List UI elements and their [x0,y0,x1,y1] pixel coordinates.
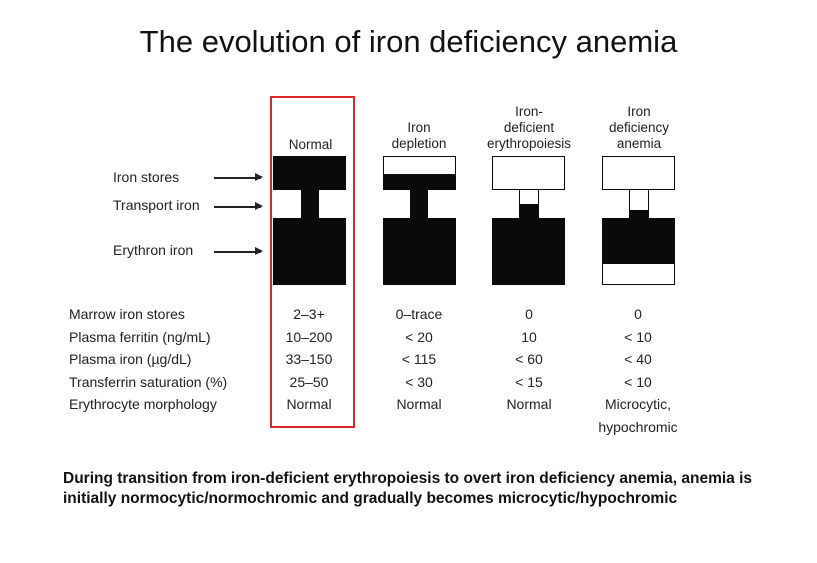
table-cell: Microcytic, [604,396,672,412]
table-row-label: Erythrocyte morphology [69,396,217,412]
table-cell: < 10 [624,329,652,345]
table-row-label: Transferrin saturation (%) [69,374,228,390]
table-cell: Normal [506,396,552,412]
depletion-erythron-block [383,218,456,285]
table-row-label: Plasma iron (µg/dL) [69,351,192,367]
erythron-iron-arrow [214,248,263,254]
table-cell: 0 [634,306,642,322]
transport-iron-label: Transport iron [113,197,200,213]
normal-stores-block [273,156,346,190]
ide-stores-empty [492,156,565,190]
table-cell: < 30 [405,374,433,390]
normal-erythron-block [273,218,346,285]
table-cell: 0–trace [395,306,443,322]
table-cell: < 15 [515,374,543,390]
table-cell: < 10 [624,374,652,390]
table-cell-continuation: hypochromic [598,419,678,435]
table-cell: 33–150 [285,351,333,367]
table-row-label: Plasma ferritin (ng/mL) [69,329,211,345]
normal-transport-block [301,189,319,219]
table-cell: Normal [396,396,442,412]
table-cell: < 60 [515,351,543,367]
stage-header-iron-deficiency-anemia: Iron deficiency anemia [608,104,670,151]
ide-transport-fill [519,204,539,219]
table-cell: 0 [525,306,533,322]
caption-text: During transition from iron-deficient er… [63,470,753,507]
transport-iron-arrow [214,203,263,209]
table-cell: 10 [521,329,537,345]
depletion-stores-fill [383,174,456,190]
iron-stores-arrow [214,174,263,180]
table-cell: 2–3+ [293,306,325,322]
table-cell: 10–200 [285,329,333,345]
table-cell: < 20 [405,329,433,345]
page-title: The evolution of iron deficiency anemia [139,24,678,59]
table-cell: Normal [286,396,332,412]
table-cell: 25–50 [289,374,329,390]
normal-column-highlight [270,96,355,428]
stage-header-normal: Normal [288,137,333,152]
table-row-label: Marrow iron stores [69,306,185,322]
ida-erythron-fill [602,218,675,264]
ida-stores-empty [602,156,675,190]
ide-erythron-block [492,218,565,285]
iron-stores-label: Iron stores [113,169,180,185]
stage-header-iron-deficient-erythropoiesis: Iron- deficient erythropoiesis [486,104,572,151]
erythron-iron-label: Erythron iron [113,242,194,258]
depletion-transport-block [410,189,428,219]
table-cell: < 40 [624,351,652,367]
ida-transport-fill [629,210,649,219]
table-cell: < 115 [401,351,437,367]
stage-header-iron-depletion: Iron depletion [391,120,447,151]
